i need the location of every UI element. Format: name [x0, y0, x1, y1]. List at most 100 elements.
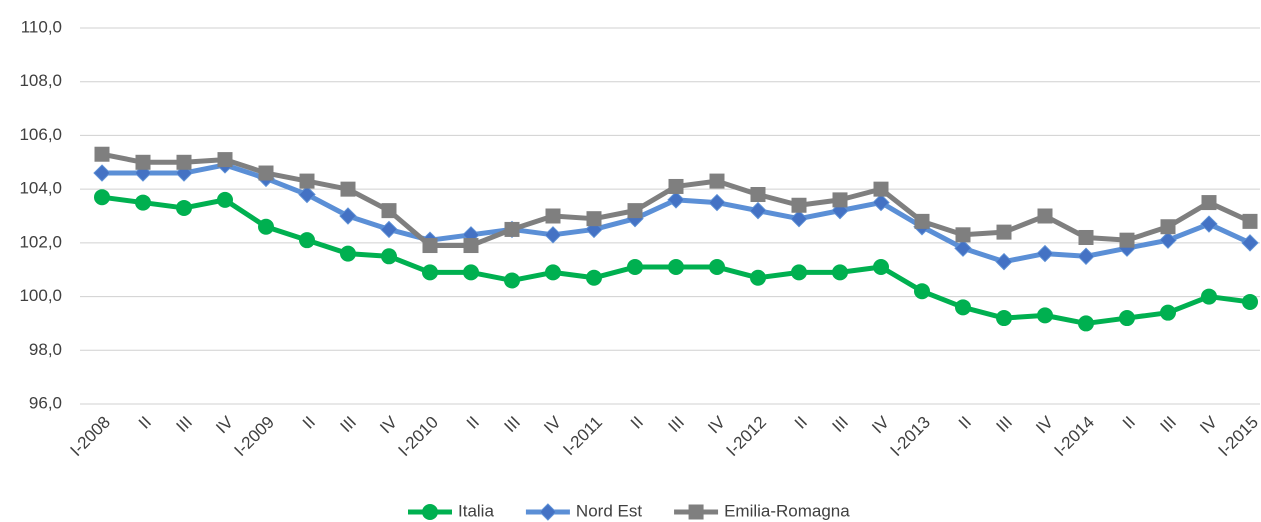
point [1160, 219, 1176, 235]
point [545, 208, 561, 224]
x-tick-label: II [299, 413, 319, 433]
series [94, 146, 1258, 254]
point [339, 207, 357, 225]
y-tick-label: 106,0 [19, 125, 62, 144]
point [298, 185, 316, 204]
point [954, 239, 972, 257]
x-tick-label: III [829, 413, 852, 436]
point [1119, 232, 1135, 248]
point [586, 211, 602, 227]
x-tick-label: III [337, 413, 360, 436]
point [94, 146, 110, 162]
x-tick-label: III [501, 413, 524, 436]
x-tick-label: III [173, 413, 196, 436]
point [872, 193, 890, 212]
point [955, 227, 971, 243]
x-tick-label: IV [540, 412, 565, 437]
x-tick-label: II [627, 413, 647, 433]
point [135, 154, 151, 170]
x-tick-label: I-2010 [394, 413, 442, 461]
point [791, 264, 807, 281]
point [258, 218, 274, 235]
series [94, 189, 1258, 332]
point [586, 269, 602, 286]
point [422, 264, 438, 281]
x-tick-label: IV [376, 412, 401, 437]
point [258, 165, 274, 181]
point [627, 203, 643, 219]
legend-label: Italia [458, 501, 494, 520]
point [176, 199, 192, 216]
point [1159, 231, 1177, 249]
point [545, 264, 561, 281]
x-tick-label: I-2008 [66, 413, 114, 461]
point [1078, 315, 1094, 332]
point [1241, 234, 1259, 252]
point [955, 299, 971, 316]
x-tick-label: II [135, 413, 155, 433]
point [422, 504, 438, 520]
point [94, 189, 110, 206]
x-tick-label: II [463, 413, 483, 433]
point [539, 503, 557, 521]
point [217, 152, 233, 168]
point [504, 272, 520, 289]
point [544, 226, 562, 244]
point [1160, 304, 1176, 321]
point [135, 194, 151, 211]
point [709, 173, 725, 189]
x-tick-label: III [1157, 413, 1180, 436]
point [1036, 244, 1054, 263]
point [667, 191, 685, 209]
point [873, 259, 889, 276]
point [340, 245, 356, 262]
y-tick-label: 100,0 [19, 286, 62, 305]
point [1201, 288, 1217, 305]
x-tick-label: II [1119, 413, 1139, 433]
x-tick-label: I-2014 [1050, 413, 1098, 461]
point [709, 259, 725, 276]
y-tick-label: 96,0 [29, 393, 62, 412]
point [1119, 310, 1135, 327]
point [627, 259, 643, 276]
x-tick-label: I-2013 [886, 413, 934, 461]
point [463, 264, 479, 281]
x-tick-label: III [993, 413, 1016, 436]
point [791, 197, 807, 213]
point [217, 191, 233, 208]
x-tick-label: IV [1196, 412, 1221, 437]
point [381, 248, 397, 265]
point [1200, 215, 1218, 233]
point [1078, 229, 1094, 245]
x-tick-label: I-2012 [722, 413, 770, 461]
point [688, 504, 704, 520]
point [340, 181, 356, 197]
x-tick-label: IV [1032, 412, 1057, 437]
x-tick-label: II [955, 413, 975, 433]
point [380, 220, 398, 239]
point [668, 178, 684, 194]
point [381, 203, 397, 219]
point [996, 224, 1012, 240]
point [299, 232, 315, 249]
point [749, 201, 767, 220]
x-tick-label: IV [868, 412, 893, 437]
x-tick-label: I-2015 [1214, 413, 1261, 461]
y-tick-label: 108,0 [19, 71, 62, 90]
x-tick-label: I-2009 [230, 413, 278, 461]
y-tick-label: 104,0 [19, 179, 62, 198]
point [832, 192, 848, 208]
x-tick-label: IV [704, 412, 729, 437]
point [790, 209, 808, 228]
legend-label: Nord Est [576, 501, 642, 520]
point [750, 187, 766, 203]
point [1037, 307, 1053, 324]
point [832, 264, 848, 281]
x-tick-label: II [791, 413, 811, 433]
point [93, 164, 111, 182]
point [299, 173, 315, 189]
point [504, 221, 520, 237]
point [176, 154, 192, 170]
point [1242, 213, 1258, 229]
point [914, 283, 930, 300]
